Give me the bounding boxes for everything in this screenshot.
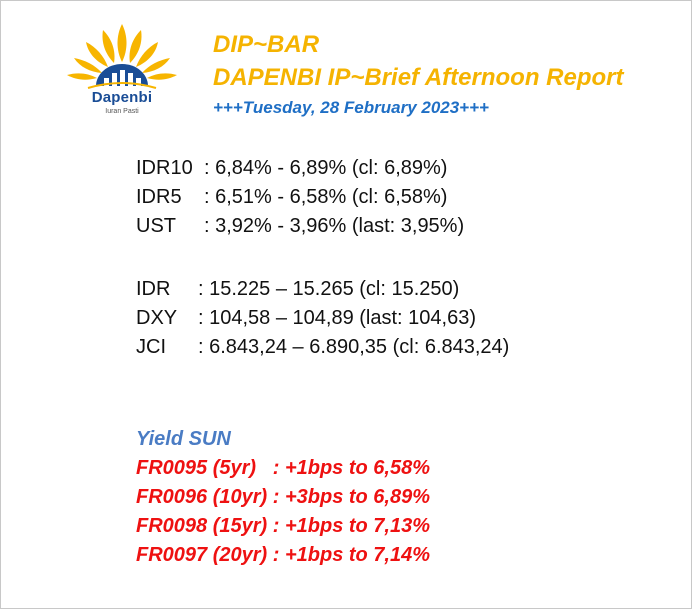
market-value: : 15.225 – 15.265 (cl: 15.250) [198,278,460,300]
report-title: DIP~BAR [213,31,320,58]
report-date: +++Tuesday, 28 February 2023+++ [213,98,489,117]
market-label: IDR [136,278,171,300]
yield-value: : 3,92% - 3,96% (last: 3,95%) [204,215,465,237]
yield-value: : 6,51% - 6,58% (cl: 6,58%) [204,186,448,208]
yield-row: IDR5 : 6,51% - 6,58% (cl: 6,58%) [136,183,464,212]
market-label: JCI [136,336,166,358]
yield-label: UST [136,215,176,237]
market-row: DXY : 104,58 – 104,89 (last: 104,63) [136,304,509,333]
yield-label: IDR10 [136,157,193,179]
market-value: : 104,58 – 104,89 (last: 104,63) [198,307,476,329]
markets-block: IDR : 15.225 – 15.265 (cl: 15.250) DXY :… [136,275,509,362]
logo-name: Dapenbi [91,89,153,106]
yield-row: UST : 3,92% - 3,96% (last: 3,95%) [136,212,464,241]
report-subtitle: DAPENBI IP~Brief Afternoon Report [213,64,624,91]
dapenbi-logo: Dapenbi Iuran Pasti [58,18,186,122]
yield-sun-title: Yield SUN [136,428,231,450]
yield-sun-block: Yield SUN FR0095 (5yr) : +1bps to 6,58% … [136,425,430,570]
bond-yields-block: IDR10 : 6,84% - 6,89% (cl: 6,89%) IDR5 :… [136,154,464,241]
yield-row: IDR10 : 6,84% - 6,89% (cl: 6,89%) [136,154,464,183]
yield-sun-line: FR0095 (5yr) : +1bps to 6,58% [136,457,431,479]
yield-value: : 6,84% - 6,89% (cl: 6,89%) [204,157,448,179]
logo-tagline: Iuran Pasti [105,108,139,115]
market-row: JCI : 6.843,24 – 6.890,35 (cl: 6.843,24) [136,333,509,362]
market-value: : 6.843,24 – 6.890,35 (cl: 6.843,24) [198,336,510,358]
sunburst-with-bar-chart-icon [67,24,177,89]
market-row: IDR : 15.225 – 15.265 (cl: 15.250) [136,275,509,304]
market-label: DXY [136,307,178,329]
yield-sun-line: FR0096 (10yr) : +3bps to 6,89% [136,486,431,508]
yield-label: IDR5 [136,186,182,208]
yield-sun-line: FR0098 (15yr) : +1bps to 7,13% [136,515,431,537]
yield-sun-line: FR0097 (20yr) : +1bps to 7,14% [136,544,431,566]
